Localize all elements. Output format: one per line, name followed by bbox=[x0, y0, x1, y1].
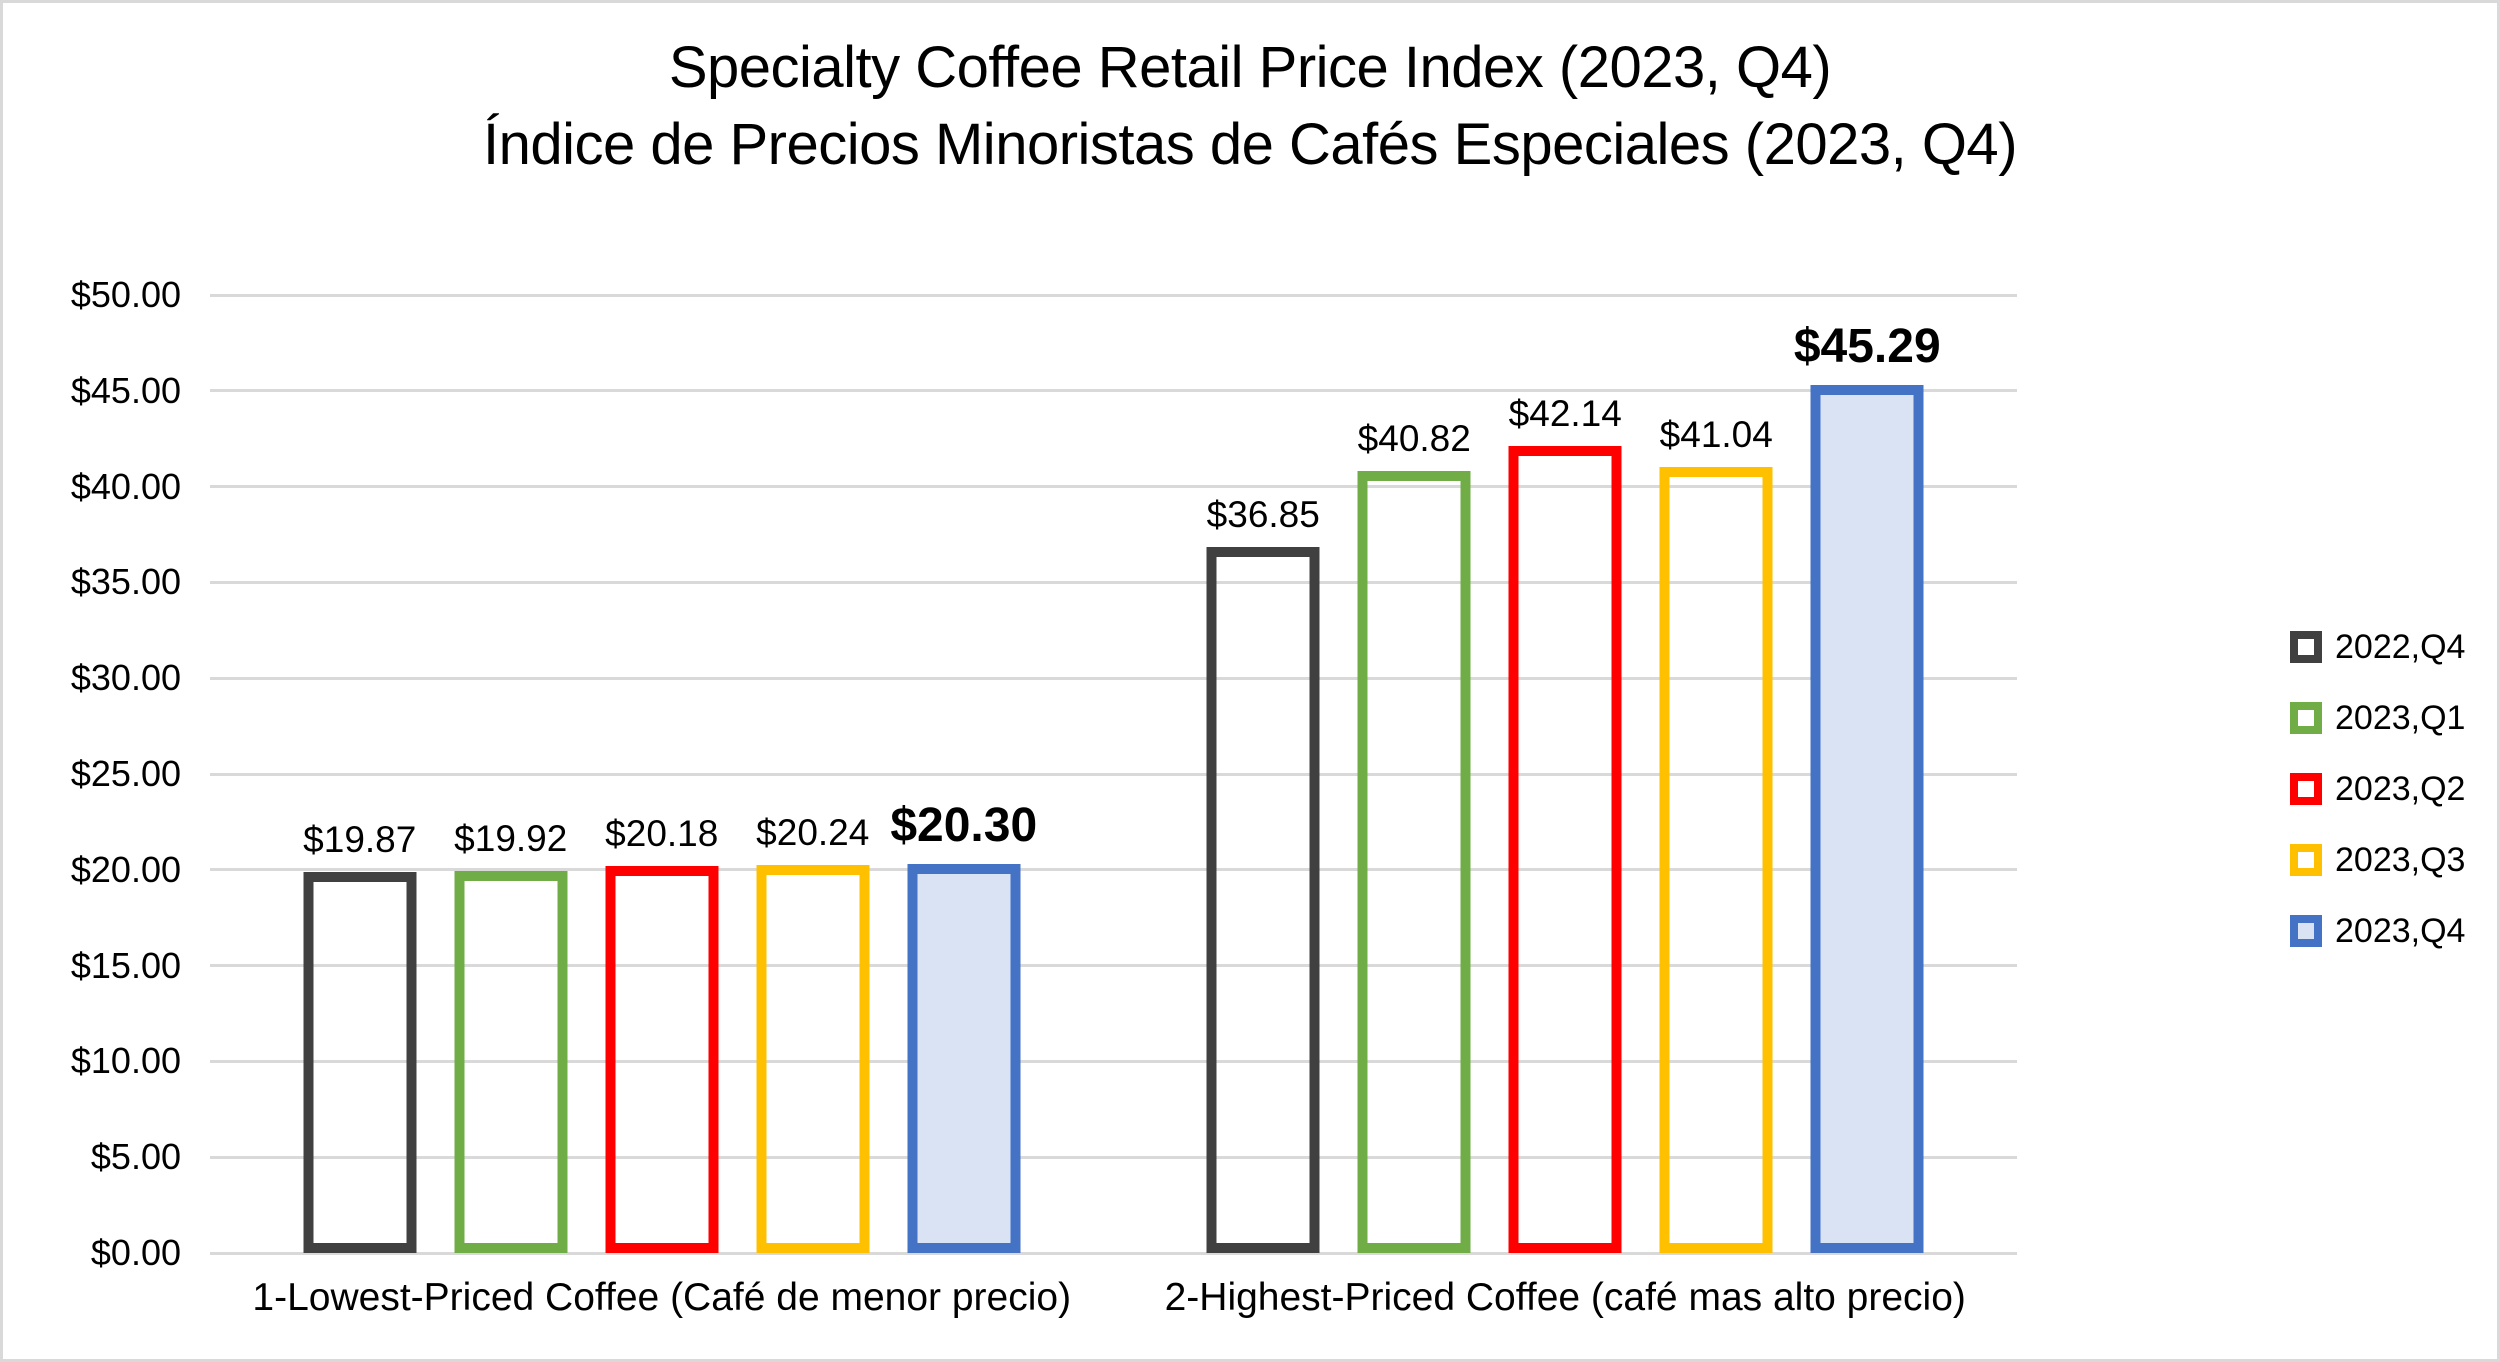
bar-2023-q2: $20.18 bbox=[605, 815, 718, 1253]
data-label: $19.87 bbox=[303, 819, 417, 861]
legend-label: 2022,Q4 bbox=[2335, 628, 2466, 666]
y-axis-tick-label: $20.00 bbox=[70, 848, 181, 890]
gridline bbox=[210, 1155, 2017, 1159]
bar-2023-q4: $20.30 bbox=[890, 802, 1037, 1253]
bar-2022-q4: $19.87 bbox=[303, 821, 416, 1253]
gridline bbox=[210, 485, 2017, 489]
legend-item-2023-q1: 2023,Q1 bbox=[2290, 699, 2466, 737]
data-label: $41.04 bbox=[1659, 413, 1773, 455]
bar-2023-q3: $41.04 bbox=[1660, 416, 1773, 1253]
legend-item-2023-q4: 2023,Q4 bbox=[2290, 912, 2466, 950]
data-label: $20.24 bbox=[756, 812, 870, 854]
bar-2023-q3: $20.24 bbox=[756, 814, 869, 1253]
legend-label: 2023,Q1 bbox=[2335, 699, 2466, 737]
legend-label: 2023,Q2 bbox=[2335, 770, 2466, 808]
gridline bbox=[210, 580, 2017, 584]
x-axis-category-label: 2-Highest-Priced Coffee (café mas alto p… bbox=[1164, 1276, 1966, 1319]
bar-2023-q4: $45.29 bbox=[1794, 323, 1941, 1253]
data-label: $42.14 bbox=[1508, 392, 1622, 434]
y-axis-tick-label: $10.00 bbox=[70, 1040, 181, 1082]
bar-group-1: $19.87 $19.92 $20.18 $20.24 $20.30 bbox=[303, 802, 1037, 1253]
data-label: $20.18 bbox=[605, 813, 719, 855]
legend-label: 2023,Q4 bbox=[2335, 912, 2466, 950]
plot-area: $19.87 $19.92 $20.18 $20.24 $20.30 $36.85 $40.… bbox=[210, 293, 2017, 1255]
y-axis-tick-label: $25.00 bbox=[70, 753, 181, 794]
legend-item-2023-q3: 2023,Q3 bbox=[2290, 841, 2466, 879]
bar-2023-q1: $40.82 bbox=[1358, 420, 1471, 1253]
legend: 2022,Q4 2023,Q1 2023,Q2 2023,Q3 2023,Q4 bbox=[2290, 628, 2466, 986]
y-axis-tick-label: $30.00 bbox=[70, 657, 181, 699]
legend-swatch-icon bbox=[2290, 631, 2322, 663]
bar-2023-q2: $42.14 bbox=[1509, 395, 1622, 1253]
data-label: $36.85 bbox=[1206, 493, 1320, 535]
chart-title-line2: Índice de Precios Minoristas de Cafés Es… bbox=[482, 112, 2018, 178]
data-label: $45.29 bbox=[1793, 320, 1941, 374]
y-axis-tick-label: $50.00 bbox=[70, 274, 181, 315]
gridline bbox=[210, 676, 2017, 680]
y-axis-tick-label: $35.00 bbox=[70, 561, 181, 603]
bar-2023-q1: $19.92 bbox=[454, 820, 567, 1253]
chart-title-line1: Specialty Coffee Retail Price Index (202… bbox=[668, 35, 1832, 100]
gridline bbox=[210, 1251, 2017, 1255]
legend-item-2023-q2: 2023,Q2 bbox=[2290, 770, 2466, 808]
legend-swatch-icon bbox=[2290, 702, 2322, 734]
gridline bbox=[210, 389, 2017, 393]
legend-swatch-icon bbox=[2290, 773, 2322, 805]
y-axis-tick-label: $0.00 bbox=[90, 1232, 181, 1273]
y-axis-tick-label: $15.00 bbox=[70, 944, 181, 986]
y-axis-tick-label: $5.00 bbox=[90, 1136, 181, 1178]
x-axis-category-label: 1-Lowest-Priced Coffee (Café de menor pr… bbox=[252, 1276, 1072, 1319]
gridline bbox=[210, 293, 2017, 297]
legend-item-2022-q4: 2022,Q4 bbox=[2290, 628, 2466, 666]
bar-group-2: $36.85 $40.82 $42.14 $41.04 $45.29 bbox=[1207, 323, 1941, 1253]
data-label: $20.30 bbox=[890, 799, 1038, 853]
legend-label: 2023,Q3 bbox=[2335, 841, 2466, 879]
data-label: $19.92 bbox=[454, 818, 568, 860]
y-axis-tick-label: $40.00 bbox=[70, 465, 181, 507]
gridline bbox=[210, 772, 2017, 776]
bar-2022-q4: $36.85 bbox=[1207, 496, 1320, 1253]
data-label: $40.82 bbox=[1357, 417, 1471, 459]
gridline bbox=[210, 1059, 2017, 1063]
gridline bbox=[210, 964, 2017, 968]
legend-swatch-icon bbox=[2290, 844, 2322, 876]
chart-title: Specialty Coffee Retail Price Index (202… bbox=[3, 29, 2497, 183]
gridline bbox=[210, 868, 2017, 872]
legend-swatch-icon bbox=[2290, 915, 2322, 947]
y-axis-tick-label: $45.00 bbox=[70, 369, 181, 411]
